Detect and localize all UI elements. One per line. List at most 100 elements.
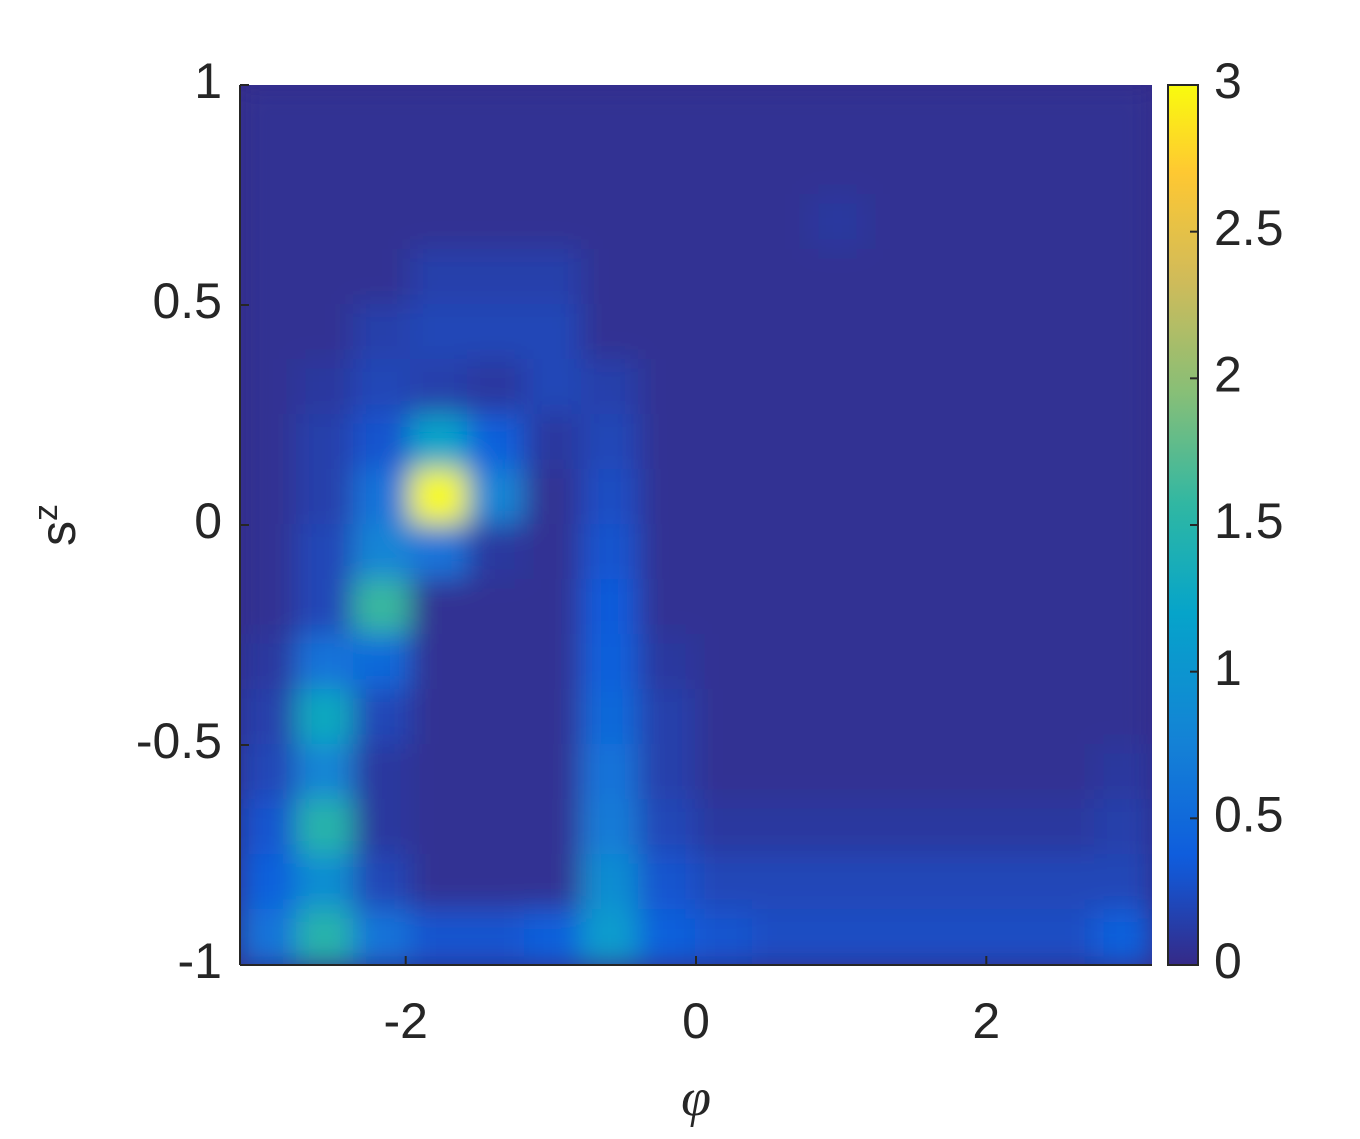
heatmap-cell bbox=[410, 85, 469, 141]
heatmap-cell bbox=[752, 414, 811, 471]
heatmap-cell bbox=[638, 909, 697, 965]
heatmap-cell bbox=[866, 139, 925, 196]
heatmap-cell bbox=[467, 139, 526, 196]
heatmap-cell bbox=[296, 139, 355, 196]
heatmap-cell bbox=[467, 414, 526, 471]
heatmap-cell bbox=[524, 854, 583, 911]
heatmap-cell bbox=[410, 634, 469, 691]
heatmap-cell bbox=[695, 469, 754, 526]
heatmap-cell bbox=[752, 579, 811, 636]
heatmap-cell bbox=[866, 799, 925, 856]
heatmap-cell bbox=[1037, 524, 1096, 581]
heatmap-cell bbox=[923, 744, 982, 801]
heatmap-cell bbox=[809, 854, 868, 911]
heatmap-cell bbox=[923, 304, 982, 361]
heatmap-cell bbox=[410, 799, 469, 856]
heatmap-cell bbox=[638, 304, 697, 361]
heatmap-cell bbox=[980, 634, 1039, 691]
heatmap-cell bbox=[240, 854, 298, 911]
heatmap-cell bbox=[752, 85, 811, 141]
heatmap-cell bbox=[296, 414, 355, 471]
heatmap-cell bbox=[353, 469, 412, 526]
heatmap-cell bbox=[1094, 414, 1152, 471]
heatmap-cell bbox=[695, 744, 754, 801]
colorbar-tick-label: 0 bbox=[1214, 933, 1242, 989]
heatmap-cell bbox=[296, 249, 355, 306]
heatmap-cell bbox=[296, 799, 355, 856]
heatmap-cell bbox=[809, 524, 868, 581]
heatmap-cell bbox=[353, 524, 412, 581]
heatmap-cell bbox=[638, 194, 697, 251]
heatmap-cell bbox=[1094, 579, 1152, 636]
heatmap-cell bbox=[240, 359, 298, 416]
heatmap-cell bbox=[638, 634, 697, 691]
heatmap-cell bbox=[296, 744, 355, 801]
heatmap-cell bbox=[296, 85, 355, 141]
heatmap-cell bbox=[1037, 744, 1096, 801]
heatmap-cell bbox=[353, 854, 412, 911]
heatmap-cell bbox=[866, 85, 925, 141]
heatmap-cell bbox=[638, 85, 697, 141]
heatmap-cell bbox=[296, 854, 355, 911]
heatmap-cell bbox=[410, 304, 469, 361]
heatmap-cell bbox=[752, 524, 811, 581]
heatmap-cell bbox=[980, 744, 1039, 801]
heatmap-cell bbox=[695, 524, 754, 581]
heatmap-cell bbox=[923, 634, 982, 691]
heatmap-cell bbox=[353, 85, 412, 141]
heatmap-cell bbox=[353, 359, 412, 416]
heatmap-cell bbox=[524, 469, 583, 526]
heatmap-cell bbox=[866, 249, 925, 306]
heatmap-cell bbox=[240, 85, 298, 141]
heatmap-cell bbox=[581, 194, 640, 251]
heatmap-cell bbox=[752, 799, 811, 856]
heatmap-cell bbox=[866, 359, 925, 416]
heatmap-cell bbox=[923, 799, 982, 856]
heatmap-cell bbox=[923, 359, 982, 416]
heatmap-cell bbox=[695, 689, 754, 746]
heatmap-cell bbox=[866, 194, 925, 251]
x-tick-label: 0 bbox=[682, 993, 710, 1049]
heatmap-cell bbox=[581, 414, 640, 471]
heatmap-cell bbox=[524, 359, 583, 416]
heatmap-cell bbox=[752, 469, 811, 526]
heatmap-cell bbox=[980, 414, 1039, 471]
heatmap-cell bbox=[980, 469, 1039, 526]
heatmap-cell bbox=[638, 854, 697, 911]
heatmap-cell bbox=[1094, 524, 1152, 581]
heatmap-cell bbox=[752, 634, 811, 691]
heatmap-cell bbox=[980, 689, 1039, 746]
heatmap-cell bbox=[240, 469, 298, 526]
heatmap-cell bbox=[410, 414, 469, 471]
heatmap-cell bbox=[240, 744, 298, 801]
heatmap-cell bbox=[752, 744, 811, 801]
heatmap-cell bbox=[581, 469, 640, 526]
heatmap-cell bbox=[240, 414, 298, 471]
heatmap-cell bbox=[695, 139, 754, 196]
x-axis-label: φ bbox=[681, 1067, 711, 1127]
heatmap-cell bbox=[524, 414, 583, 471]
heatmap-cell bbox=[1094, 634, 1152, 691]
heatmap-cell bbox=[467, 249, 526, 306]
heatmap-cell bbox=[866, 854, 925, 911]
heatmap-cell bbox=[809, 689, 868, 746]
heatmap-cell bbox=[296, 194, 355, 251]
heatmap-cell bbox=[296, 634, 355, 691]
heatmap-cell bbox=[410, 249, 469, 306]
heatmap-cell bbox=[581, 799, 640, 856]
heatmap-cell bbox=[353, 414, 412, 471]
heatmap-cell bbox=[1094, 304, 1152, 361]
heatmap-cell bbox=[1094, 139, 1152, 196]
heatmap-cell bbox=[923, 909, 982, 965]
heatmap-cell bbox=[638, 579, 697, 636]
heatmap-cell bbox=[410, 579, 469, 636]
heatmap-cell bbox=[866, 909, 925, 965]
heatmap-cell bbox=[980, 194, 1039, 251]
heatmap-cell bbox=[353, 139, 412, 196]
heatmap-cell bbox=[752, 359, 811, 416]
heatmap-cell bbox=[866, 634, 925, 691]
heatmap-cell bbox=[524, 194, 583, 251]
heatmap-cell bbox=[638, 799, 697, 856]
heatmap-cell bbox=[752, 304, 811, 361]
